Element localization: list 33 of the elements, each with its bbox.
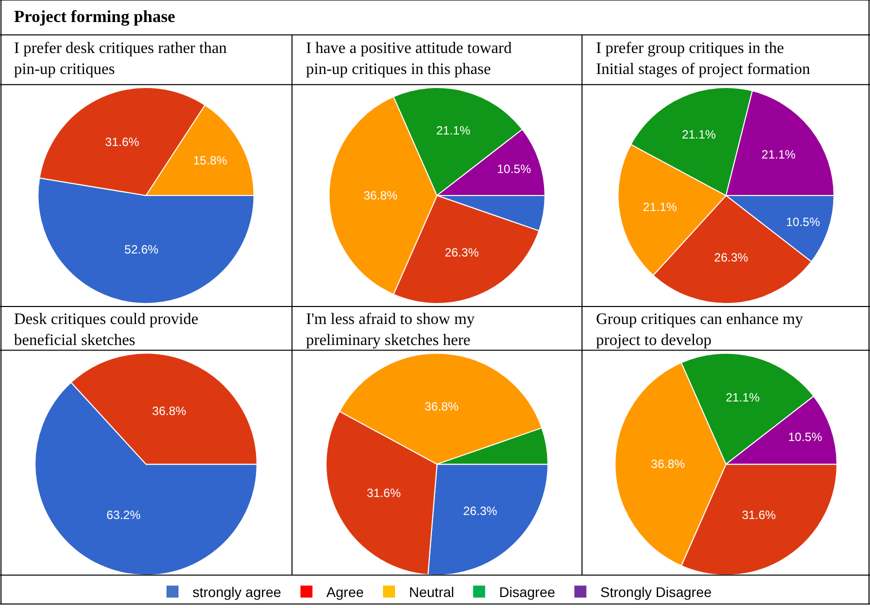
data-label: 36.8% bbox=[152, 404, 187, 418]
data-label: 21.1% bbox=[436, 124, 471, 138]
data-label: 31.6% bbox=[742, 508, 776, 522]
category-label: strongly agree bbox=[192, 584, 282, 600]
data-label: 36.8% bbox=[650, 457, 686, 472]
data-label: 21.1% bbox=[682, 127, 716, 142]
chart-title: I have a positive attitude toward pin-up critiques in this phase bbox=[306, 40, 512, 78]
chart-title: I prefer group critiques in the Initial stages of project formation bbox=[596, 40, 810, 78]
data-label: 10.5% bbox=[788, 430, 822, 444]
data-label: 10.5% bbox=[496, 162, 532, 176]
data-label: 31.6% bbox=[105, 134, 140, 149]
chart-title: I prefer desk critiques rather than pin-up critiques bbox=[14, 40, 227, 78]
data-label: 21.1% bbox=[762, 147, 796, 162]
data-label: 52.6% bbox=[124, 242, 159, 256]
data-label: 15.8% bbox=[193, 154, 228, 168]
category-label: Agree bbox=[326, 584, 364, 600]
data-label: 31.6% bbox=[366, 486, 402, 500]
chart-title: I'm less afraid to show my preliminary sketches here bbox=[306, 311, 475, 349]
data-label: 21.1% bbox=[642, 200, 678, 214]
data-label: 63.2% bbox=[106, 508, 141, 522]
chart-title: Group critiques can enhance my project to develop bbox=[596, 311, 804, 349]
data-label: 21.1% bbox=[726, 390, 760, 405]
category-label: Disagree bbox=[499, 584, 556, 600]
data-label: 26.3% bbox=[444, 246, 480, 260]
data-label: 26.3% bbox=[463, 504, 498, 518]
data-label: 36.8% bbox=[363, 188, 398, 203]
data-label: 26.3% bbox=[714, 250, 749, 265]
category-label: Strongly Disagree bbox=[600, 584, 712, 600]
category-label: Neutral bbox=[409, 584, 454, 600]
chart-title: Desk critiques could provide beneficial sketches bbox=[14, 311, 198, 349]
data-label: 10.5% bbox=[786, 214, 820, 229]
data-label: 36.8% bbox=[424, 399, 459, 414]
text: Project forming phase bbox=[14, 7, 176, 26]
